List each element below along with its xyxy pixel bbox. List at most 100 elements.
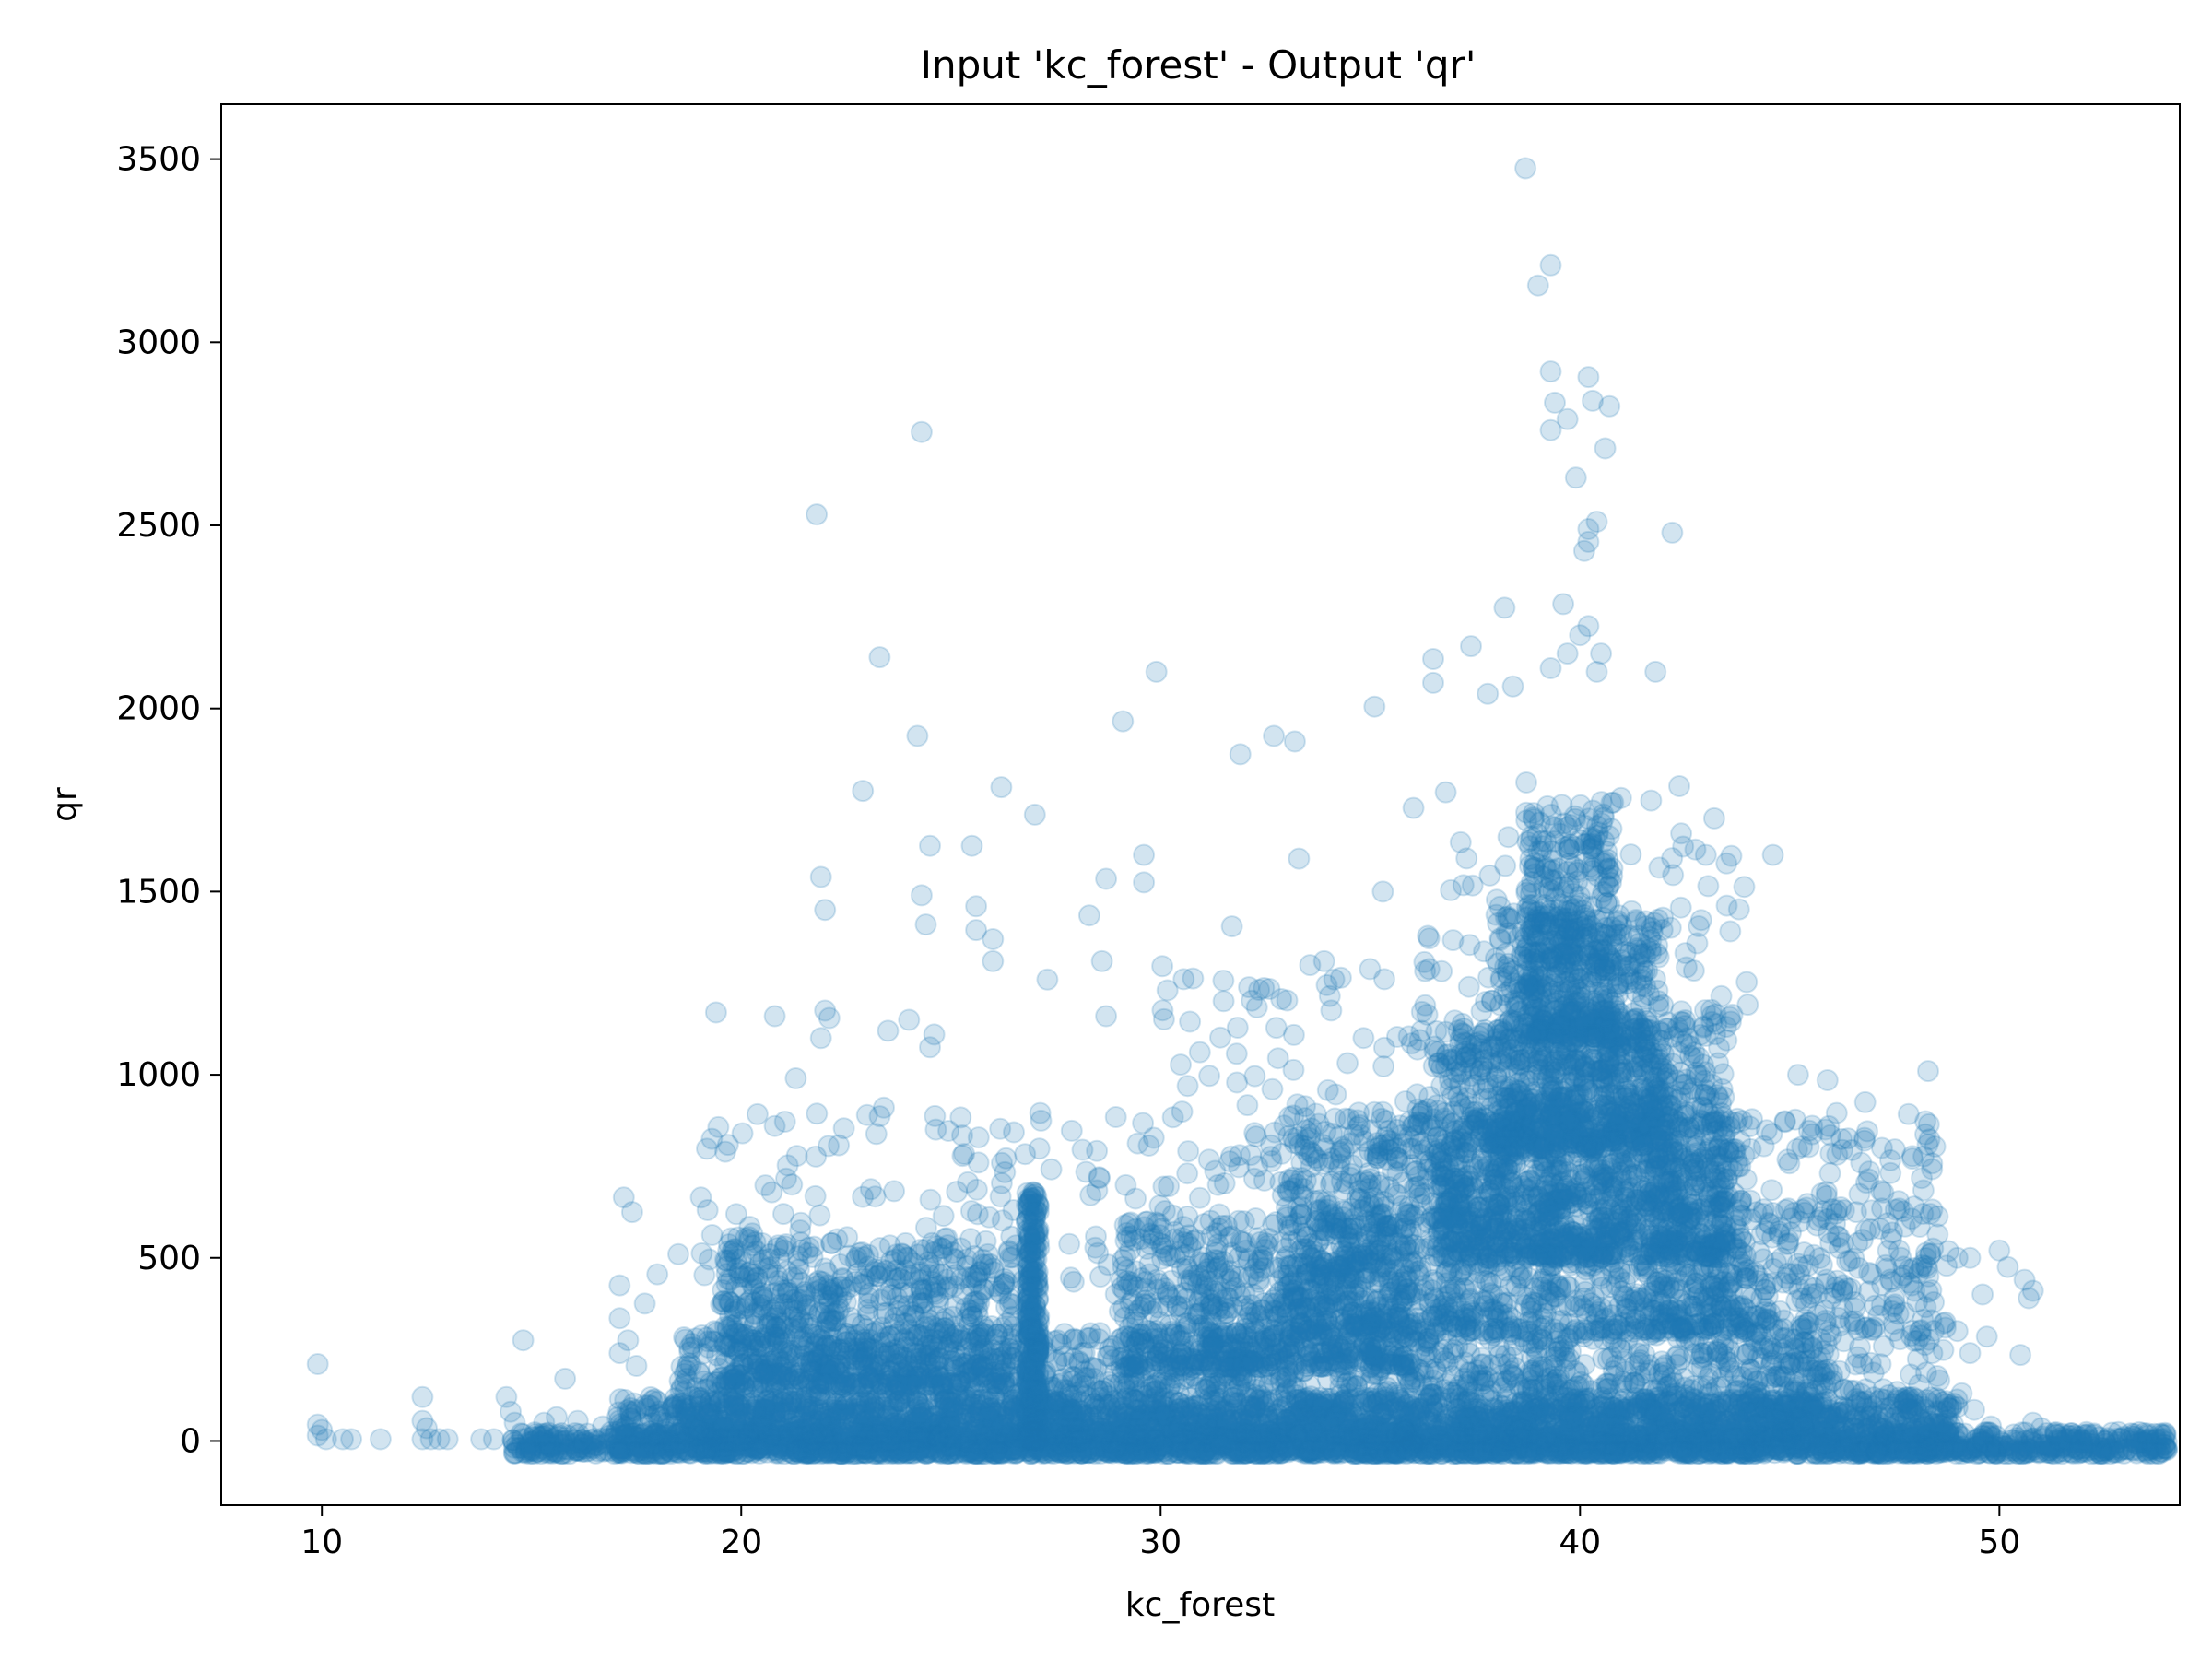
scatter-point bbox=[914, 1436, 937, 1459]
scatter-point bbox=[1137, 1442, 1160, 1465]
scatter-point bbox=[2056, 1424, 2079, 1447]
scatter-point bbox=[794, 1436, 818, 1459]
scatter-point bbox=[1380, 1441, 1403, 1465]
scatter-point bbox=[1396, 1423, 1419, 1446]
scatter-point bbox=[1166, 1436, 1189, 1459]
scatter-point bbox=[1873, 1426, 1895, 1449]
scatter-point bbox=[849, 1429, 872, 1452]
scatter-point bbox=[539, 1431, 562, 1454]
scatter-point bbox=[1906, 1442, 1929, 1465]
scatter-point bbox=[1409, 1421, 1432, 1444]
scatter-point bbox=[1058, 1421, 1080, 1444]
scatter-point bbox=[1613, 1430, 1636, 1453]
scatter-point bbox=[2156, 1438, 2178, 1460]
scatter-point bbox=[1506, 1438, 1529, 1461]
scatter-point bbox=[1486, 1441, 1509, 1464]
scatter-point bbox=[1155, 1430, 1178, 1453]
scatter-point bbox=[1628, 1430, 1651, 1453]
scatter-point bbox=[847, 1439, 870, 1461]
scatter-point bbox=[1137, 1441, 1160, 1464]
scatter-point bbox=[796, 1441, 819, 1465]
scatter-point bbox=[1022, 1432, 1045, 1455]
scatter-point bbox=[1622, 1439, 1645, 1462]
scatter-point bbox=[1653, 1437, 1677, 1460]
scatter-point bbox=[2063, 1431, 2086, 1454]
scatter-point bbox=[1635, 1442, 1658, 1465]
scatter-point bbox=[1205, 1438, 1228, 1461]
scatter-point bbox=[1983, 1441, 2006, 1464]
scatter-point bbox=[763, 1428, 786, 1451]
scatter-point bbox=[982, 1438, 1006, 1461]
scatter-point bbox=[954, 1441, 976, 1464]
scatter-point bbox=[565, 1439, 588, 1462]
scatter-point bbox=[1478, 1434, 1501, 1457]
scatter-point bbox=[1787, 1442, 1810, 1465]
scatter-point bbox=[1337, 1430, 1360, 1453]
scatter-point bbox=[584, 1434, 607, 1457]
scatter-point bbox=[661, 1435, 683, 1457]
scatter-point bbox=[1432, 1430, 1455, 1453]
scatter-point bbox=[1639, 1441, 1661, 1464]
scatter-points bbox=[306, 157, 2178, 1465]
scatter-point bbox=[1391, 1441, 1414, 1464]
scatter-point bbox=[1128, 1438, 1151, 1461]
scatter-point bbox=[1251, 1423, 1274, 1446]
scatter-point bbox=[714, 1426, 737, 1449]
scatter-point bbox=[2106, 1430, 2129, 1453]
scatter-point bbox=[2077, 1428, 2100, 1451]
scatter-point bbox=[1319, 1436, 1342, 1459]
scatter-point bbox=[1956, 1440, 1979, 1463]
scatter-point bbox=[1225, 1424, 1248, 1447]
scatter-point bbox=[1938, 1436, 1960, 1459]
scatter-point bbox=[1591, 1423, 1614, 1446]
scatter-point bbox=[841, 1434, 865, 1457]
scatter-point bbox=[2051, 1442, 2074, 1465]
scatter-point bbox=[1524, 1431, 1547, 1454]
scatter-point bbox=[1879, 1432, 1902, 1455]
scatter-point bbox=[2112, 1441, 2136, 1465]
scatter-point bbox=[746, 1420, 769, 1443]
scatter-point bbox=[1937, 1423, 1959, 1446]
scatter-point bbox=[1738, 1439, 1761, 1462]
scatter-point bbox=[1072, 1440, 1095, 1463]
scatter-point bbox=[1553, 1430, 1576, 1453]
scatter-point bbox=[812, 1436, 835, 1459]
scatter-point bbox=[632, 1431, 655, 1454]
scatter-point bbox=[783, 1442, 806, 1465]
scatter-point bbox=[1206, 1429, 1229, 1452]
scatter-point bbox=[1993, 1435, 2016, 1458]
scatter-point bbox=[1346, 1430, 1369, 1453]
scatter-point bbox=[1492, 1430, 1515, 1453]
scatter-point bbox=[1481, 1430, 1504, 1453]
scatter-point bbox=[1849, 1442, 1872, 1465]
scatter-point bbox=[1427, 1424, 1450, 1447]
scatter-point bbox=[643, 1439, 666, 1462]
scatter-point bbox=[1516, 1441, 1539, 1464]
scatter-point bbox=[2061, 1441, 2084, 1464]
scatter-point bbox=[674, 1438, 697, 1461]
scatter-point bbox=[1230, 1427, 1253, 1450]
scatter-point bbox=[1453, 1422, 1477, 1445]
scatter-point bbox=[1628, 1441, 1651, 1465]
scatter-point bbox=[1254, 1435, 1277, 1457]
scatter-point bbox=[1507, 1433, 1530, 1456]
scatter-point bbox=[1546, 1440, 1569, 1463]
scatter-point bbox=[2153, 1433, 2176, 1456]
scatter-point bbox=[1065, 1441, 1088, 1465]
scatter-point bbox=[653, 1423, 676, 1446]
scatter-point bbox=[2111, 1427, 2134, 1450]
scatter-point bbox=[541, 1441, 564, 1465]
scatter-point bbox=[1580, 1436, 1603, 1459]
scatter-point bbox=[1019, 1442, 1042, 1465]
scatter-point bbox=[972, 1436, 995, 1459]
scatter-point bbox=[1940, 1432, 1962, 1455]
scatter-point bbox=[1384, 1428, 1406, 1451]
scatter-point bbox=[2003, 1423, 2025, 1446]
scatter-point bbox=[924, 1425, 947, 1448]
scatter-point bbox=[1645, 1430, 1668, 1453]
scatter-point bbox=[2035, 1422, 2058, 1444]
scatter-point bbox=[594, 1433, 617, 1456]
scatter-point bbox=[1411, 1437, 1434, 1460]
